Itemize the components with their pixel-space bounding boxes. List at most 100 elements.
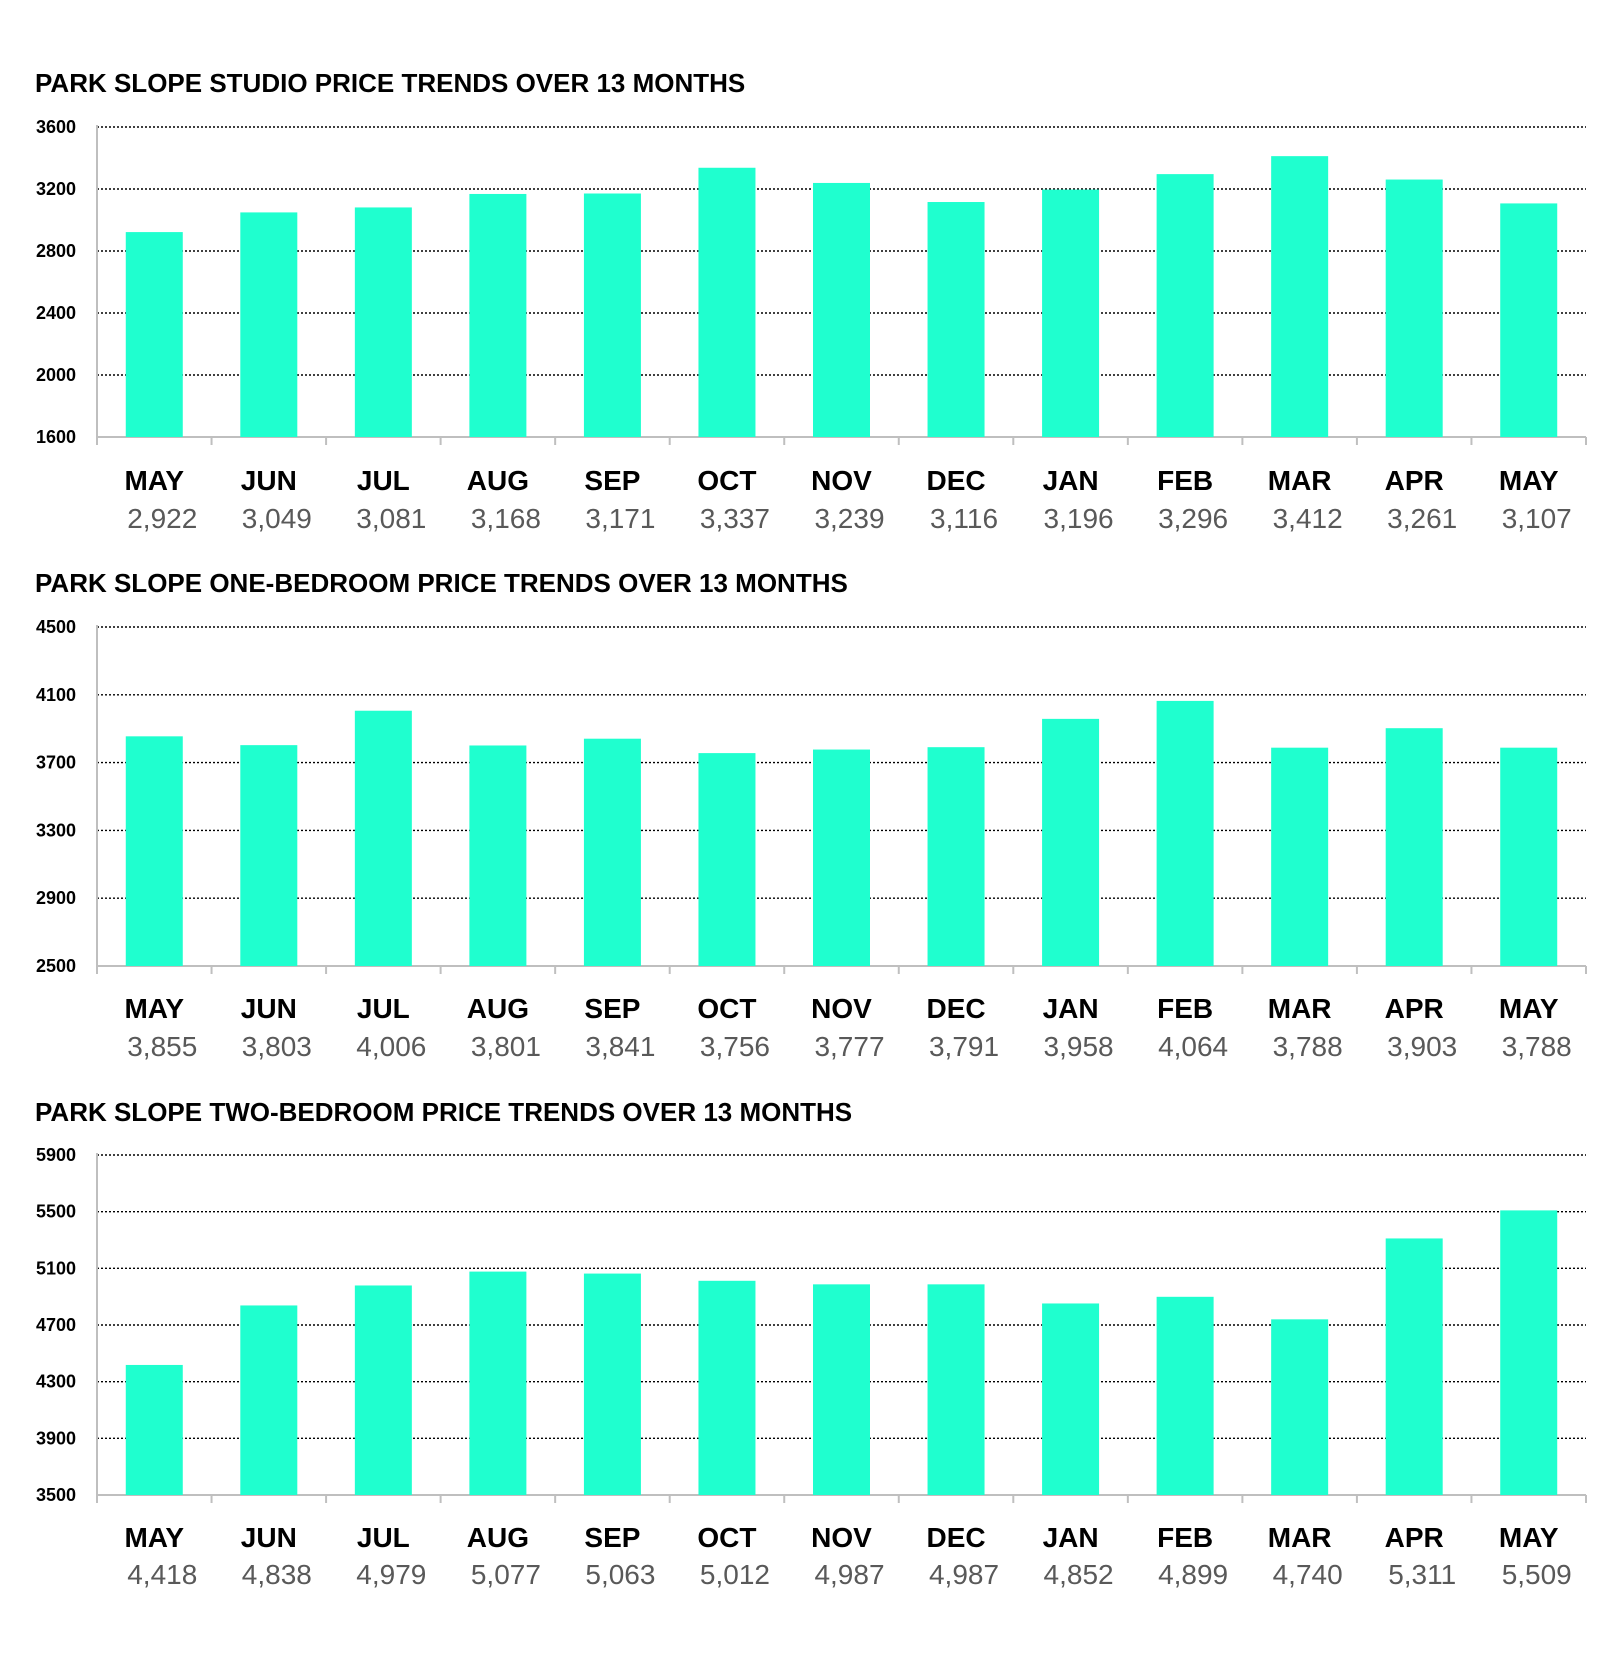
bar <box>1500 747 1558 966</box>
bar <box>1385 179 1443 438</box>
bar <box>1156 700 1214 966</box>
y-tick-label: 4300 <box>36 1372 76 1392</box>
bar <box>583 738 641 966</box>
y-tick-label: 3700 <box>36 753 76 773</box>
x-category-label: FEB <box>1157 465 1213 496</box>
value-label: 4,006 <box>356 1031 426 1062</box>
bar <box>583 193 641 437</box>
y-tick-label: 4700 <box>36 1315 76 1335</box>
value-label: 5,509 <box>1502 1559 1572 1590</box>
value-label: 3,107 <box>1502 503 1572 534</box>
chart-3: PARK SLOPE TWO-BEDROOM PRICE TRENDS OVER… <box>35 1097 1587 1590</box>
value-label: 4,987 <box>814 1559 884 1590</box>
bar <box>125 1364 183 1495</box>
bar <box>698 167 756 437</box>
x-category-label: JUN <box>241 1522 297 1553</box>
value-label: 5,077 <box>471 1559 541 1590</box>
bar <box>583 1273 641 1495</box>
x-category-label: NOV <box>811 993 872 1024</box>
value-label: 4,979 <box>356 1559 426 1590</box>
value-label: 4,740 <box>1273 1559 1343 1590</box>
bar <box>1271 747 1329 966</box>
x-category-label: FEB <box>1157 1522 1213 1553</box>
x-category-label: MAY <box>1499 993 1559 1024</box>
y-tick-label: 1600 <box>36 427 76 447</box>
bar <box>469 1271 527 1495</box>
value-label: 3,296 <box>1158 503 1228 534</box>
bar <box>698 1280 756 1495</box>
y-tick-label: 3600 <box>36 117 76 137</box>
bar <box>1385 1238 1443 1495</box>
bar <box>1042 1303 1100 1495</box>
value-label: 3,081 <box>356 503 426 534</box>
value-label: 4,899 <box>1158 1559 1228 1590</box>
bar <box>1156 174 1214 437</box>
bar <box>927 747 985 966</box>
value-label: 3,855 <box>127 1031 197 1062</box>
bar <box>125 736 183 966</box>
y-tick-label: 2000 <box>36 365 76 385</box>
y-tick-label: 3500 <box>36 1485 76 1505</box>
value-label: 3,116 <box>930 503 998 534</box>
value-label: 5,012 <box>700 1559 770 1590</box>
chart-2: PARK SLOPE ONE-BEDROOM PRICE TRENDS OVER… <box>35 568 1587 1062</box>
bar <box>240 1305 298 1495</box>
bar <box>469 745 527 966</box>
value-label: 2,922 <box>127 503 197 534</box>
value-label: 3,261 <box>1387 503 1457 534</box>
y-tick-label: 5100 <box>36 1258 76 1278</box>
x-category-label: MAR <box>1268 465 1332 496</box>
value-label: 3,168 <box>471 503 541 534</box>
x-category-label: MAR <box>1268 993 1332 1024</box>
bar <box>1156 1296 1214 1495</box>
x-category-label: MAR <box>1268 1522 1332 1553</box>
x-category-label: NOV <box>811 465 872 496</box>
x-category-label: OCT <box>697 993 756 1024</box>
bar <box>354 710 412 966</box>
bar <box>240 212 298 437</box>
y-tick-label: 2800 <box>36 241 76 261</box>
value-label: 3,049 <box>242 503 312 534</box>
y-tick-label: 4100 <box>36 685 76 705</box>
x-category-label: JAN <box>1043 465 1099 496</box>
x-category-label: JUL <box>357 1522 410 1553</box>
bar <box>927 202 985 437</box>
bar <box>1042 189 1100 437</box>
x-category-label: DEC <box>926 1522 985 1553</box>
bar <box>354 207 412 437</box>
bar <box>1042 718 1100 966</box>
value-label: 3,196 <box>1044 503 1114 534</box>
x-category-label: MAY <box>124 993 184 1024</box>
bar <box>813 749 870 966</box>
bar <box>240 745 298 966</box>
value-label: 3,803 <box>242 1031 312 1062</box>
bar <box>469 193 527 437</box>
x-category-label: JAN <box>1043 993 1099 1024</box>
y-tick-label: 2900 <box>36 888 76 908</box>
value-label: 3,756 <box>700 1031 770 1062</box>
y-tick-label: 3900 <box>36 1428 76 1448</box>
chart-title: PARK SLOPE STUDIO PRICE TRENDS OVER 13 M… <box>35 68 745 98</box>
x-category-label: JUL <box>357 465 410 496</box>
bar <box>698 753 756 966</box>
value-label: 3,841 <box>585 1031 655 1062</box>
x-category-label: DEC <box>926 465 985 496</box>
value-label: 3,777 <box>814 1031 884 1062</box>
value-label: 5,311 <box>1388 1559 1456 1590</box>
x-category-label: MAY <box>1499 465 1559 496</box>
value-label: 3,788 <box>1502 1031 1572 1062</box>
value-label: 4,064 <box>1158 1031 1228 1062</box>
chart-title: PARK SLOPE TWO-BEDROOM PRICE TRENDS OVER… <box>35 1097 852 1127</box>
x-category-label: MAY <box>1499 1522 1559 1553</box>
value-label: 3,958 <box>1044 1031 1114 1062</box>
bar <box>1271 156 1329 437</box>
value-label: 5,063 <box>585 1559 655 1590</box>
x-category-label: NOV <box>811 1522 872 1553</box>
y-tick-label: 3200 <box>36 179 76 199</box>
bar <box>125 232 183 437</box>
y-tick-label: 5500 <box>36 1202 76 1222</box>
bar <box>813 182 870 437</box>
y-tick-label: 4500 <box>36 617 76 637</box>
bar <box>1385 728 1443 966</box>
